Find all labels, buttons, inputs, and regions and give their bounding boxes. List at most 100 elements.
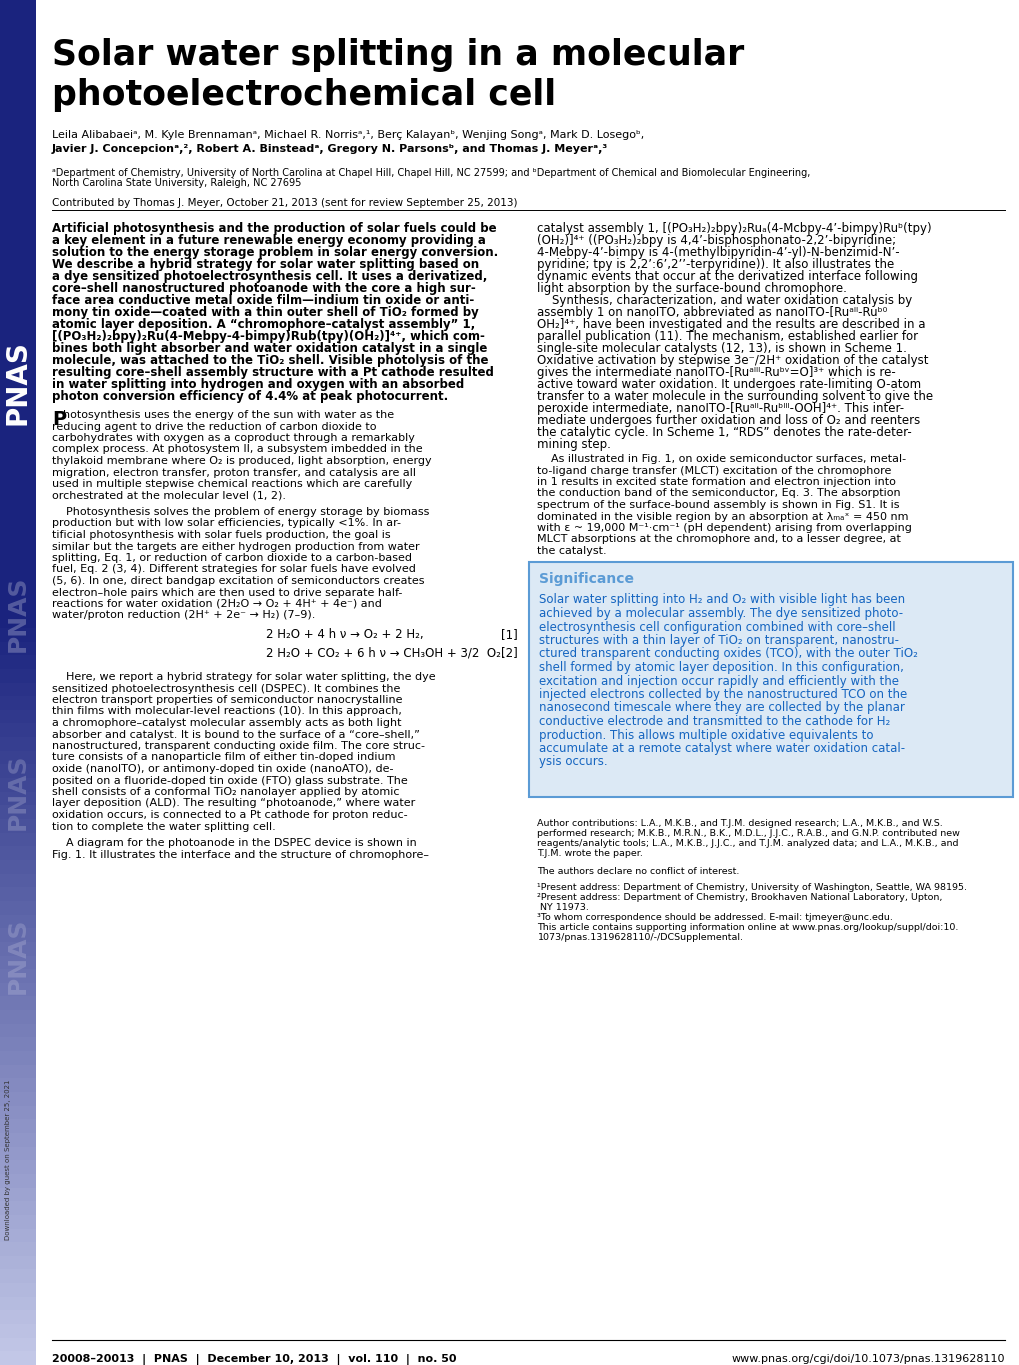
Text: excitation and injection occur rapidly and efficiently with the: excitation and injection occur rapidly a… [539,674,899,688]
Bar [0,246,36,259]
Text: transfer to a water molecule in the surrounding solvent to give the: transfer to a water molecule in the surr… [537,390,932,403]
Text: Significance: Significance [539,572,634,586]
Bar [0,942,36,955]
Text: achieved by a molecular assembly. The dye sensitized photo-: achieved by a molecular assembly. The dy… [539,607,903,620]
Text: the catalytic cycle. In Scheme 1, “RDS” denotes the rate-deter-: the catalytic cycle. In Scheme 1, “RDS” … [537,426,911,440]
Bar [0,887,36,901]
Text: P: P [52,410,66,429]
Text: the catalyst.: the catalyst. [537,546,606,556]
Bar [0,874,36,887]
Text: resulting core–shell assembly structure with a Pt cathode resulted: resulting core–shell assembly structure … [52,366,493,379]
Bar [0,1338,36,1351]
Text: thylakoid membrane where O₂ is produced, light absorption, energy: thylakoid membrane where O₂ is produced,… [52,456,431,465]
Bar [0,423,36,437]
Bar [0,573,36,587]
Text: reducing agent to drive the reduction of carbon dioxide to: reducing agent to drive the reduction of… [52,422,376,431]
Bar [0,191,36,205]
Text: active toward water oxidation. It undergoes rate-limiting O-atom: active toward water oxidation. It underg… [537,378,921,390]
Text: to-ligand charge transfer (MLCT) excitation of the chromophore: to-ligand charge transfer (MLCT) excitat… [537,465,891,475]
Bar [0,382,36,396]
Bar [0,1078,36,1092]
Text: Artificial photosynthesis and the production of solar fuels could be: Artificial photosynthesis and the produc… [52,222,496,235]
Text: OH₂]⁴⁺, have been investigated and the results are described in a: OH₂]⁴⁺, have been investigated and the r… [537,318,925,330]
Bar [0,628,36,642]
Text: production but with low solar efficiencies, typically <1%. In ar-: production but with low solar efficienci… [52,519,400,528]
Bar [0,1188,36,1201]
Text: used in multiple stepwise chemical reactions which are carefully: used in multiple stepwise chemical react… [52,479,412,489]
Bar [0,136,36,150]
Bar [0,1242,36,1256]
Text: nanostructured, transparent conducting oxide film. The core struc-: nanostructured, transparent conducting o… [52,741,425,751]
Text: www.pnas.org/cgi/doi/10.1073/pnas.1319628110: www.pnas.org/cgi/doi/10.1073/pnas.131962… [731,1354,1004,1364]
Text: ³To whom correspondence should be addressed. E-mail: tjmeyer@unc.edu.: ³To whom correspondence should be addres… [537,913,893,921]
Text: structures with a thin layer of TiO₂ on transparent, nanostru-: structures with a thin layer of TiO₂ on … [539,633,899,647]
Text: in 1 results in excited state formation and electron injection into: in 1 results in excited state formation … [537,476,896,487]
Text: reagents/analytic tools; L.A., M.K.B., J.J.C., and T.J.M. analyzed data; and L.A: reagents/analytic tools; L.A., M.K.B., J… [537,839,958,848]
Text: tificial photosynthesis with solar fuels production, the goal is: tificial photosynthesis with solar fuels… [52,530,390,541]
Bar [0,1119,36,1133]
Bar [0,519,36,532]
Text: parallel publication (11). The mechanism, established earlier for: parallel publication (11). The mechanism… [537,330,918,343]
Bar [0,901,36,915]
Text: 2 H₂O + CO₂ + 6 h ν → CH₃OH + 3/2  O₂.: 2 H₂O + CO₂ + 6 h ν → CH₃OH + 3/2 O₂. [266,646,503,659]
Bar [0,833,36,846]
Bar [0,177,36,191]
Bar [0,1147,36,1160]
Bar [0,1092,36,1106]
Bar [0,1228,36,1242]
Bar [0,819,36,833]
Text: Downloaded by guest on September 25, 2021: Downloaded by guest on September 25, 202… [5,1080,11,1241]
Text: PNAS: PNAS [6,576,30,652]
Text: face area conductive metal oxide film—indium tin oxide or anti-: face area conductive metal oxide film—in… [52,293,474,307]
Text: oxidation occurs, is connected to a Pt cathode for proton reduc-: oxidation occurs, is connected to a Pt c… [52,809,408,820]
Text: oxide (nanoITO), or antimony-doped tin oxide (nanoATO), de-: oxide (nanoITO), or antimony-doped tin o… [52,764,393,774]
Bar [0,696,36,710]
Text: conductive electrode and transmitted to the cathode for H₂: conductive electrode and transmitted to … [539,715,890,728]
Text: mining step.: mining step. [537,438,610,450]
Text: production. This allows multiple oxidative equivalents to: production. This allows multiple oxidati… [539,729,873,741]
Bar [0,287,36,300]
Text: atomic layer deposition. A “chromophore–catalyst assembly” 1,: atomic layer deposition. A “chromophore–… [52,318,475,330]
Text: with ε ~ 19,000 M⁻¹·cm⁻¹ (pH dependent) arising from overlapping: with ε ~ 19,000 M⁻¹·cm⁻¹ (pH dependent) … [537,523,911,532]
Bar [0,505,36,519]
Bar [0,164,36,177]
Bar [0,96,36,109]
Bar [0,1065,36,1078]
Bar [0,969,36,983]
Text: fuel, Eq. 2 (3, 4). Different strategies for solar fuels have evolved: fuel, Eq. 2 (3, 4). Different strategies… [52,565,416,575]
Bar [0,396,36,410]
Text: Photosynthesis solves the problem of energy storage by biomass: Photosynthesis solves the problem of ene… [52,506,429,517]
Bar [0,669,36,682]
Text: electron transport properties of semiconductor nanocrystalline: electron transport properties of semicon… [52,695,403,704]
Text: performed research; M.K.B., M.R.N., B.K., M.D.L., J.J.C., R.A.B., and G.N.P. con: performed research; M.K.B., M.R.N., B.K.… [537,829,960,838]
Bar [0,355,36,369]
Text: electrosynthesis cell configuration combined with core–shell: electrosynthesis cell configuration comb… [539,621,896,633]
Bar [0,0,36,14]
Text: a dye sensitized photoelectrosynthesis cell. It uses a derivatized,: a dye sensitized photoelectrosynthesis c… [52,270,487,283]
Bar [0,1269,36,1283]
Bar [0,300,36,314]
Text: Synthesis, characterization, and water oxidation catalysis by: Synthesis, characterization, and water o… [537,293,912,307]
Bar [0,737,36,751]
Bar [0,328,36,341]
Text: peroxide intermediate, nanoITO-[Ruᵃᴵᴵ-Ruᵇᴵᴵᴵ-OOH]⁴⁺. This inter-: peroxide intermediate, nanoITO-[Ruᵃᴵᴵ-Ru… [537,403,904,415]
Text: ctured transparent conducting oxides (TCO), with the outer TiO₂: ctured transparent conducting oxides (TC… [539,647,917,661]
Text: migration, electron transfer, proton transfer, and catalysis are all: migration, electron transfer, proton tra… [52,467,416,478]
Bar [0,655,36,669]
Text: electron–hole pairs which are then used to drive separate half-: electron–hole pairs which are then used … [52,587,401,598]
Text: [(PO₃H₂)₂bpy)₂Ru(4-Mebpy-4-bimpy)Rub(tpy)(OH₂)]⁴⁺, which com-: [(PO₃H₂)₂bpy)₂Ru(4-Mebpy-4-bimpy)Rub(tpy… [52,330,484,343]
Text: 4-Mebpy-4’-bimpy is 4-(methylbipyridin-4’-yl)-N-benzimid-N’-: 4-Mebpy-4’-bimpy is 4-(methylbipyridin-4… [537,246,899,259]
Bar [0,1106,36,1119]
Text: similar but the targets are either hydrogen production from water: similar but the targets are either hydro… [52,542,419,551]
Bar [0,232,36,246]
Text: 1073/pnas.1319628110/-/DCSupplemental.: 1073/pnas.1319628110/-/DCSupplemental. [537,934,743,942]
Bar [0,928,36,942]
Bar [0,983,36,996]
Text: T.J.M. wrote the paper.: T.J.M. wrote the paper. [537,849,643,859]
Text: ysis occurs.: ysis occurs. [539,755,607,768]
Text: complex process. At photosystem II, a subsystem imbedded in the: complex process. At photosystem II, a su… [52,445,422,455]
Text: hotosynthesis uses the energy of the sun with water as the: hotosynthesis uses the energy of the sun… [63,410,393,420]
Bar [0,764,36,778]
Text: a key element in a future renewable energy economy providing a: a key element in a future renewable ener… [52,233,485,247]
Text: Solar water splitting in a molecular: Solar water splitting in a molecular [52,38,744,72]
